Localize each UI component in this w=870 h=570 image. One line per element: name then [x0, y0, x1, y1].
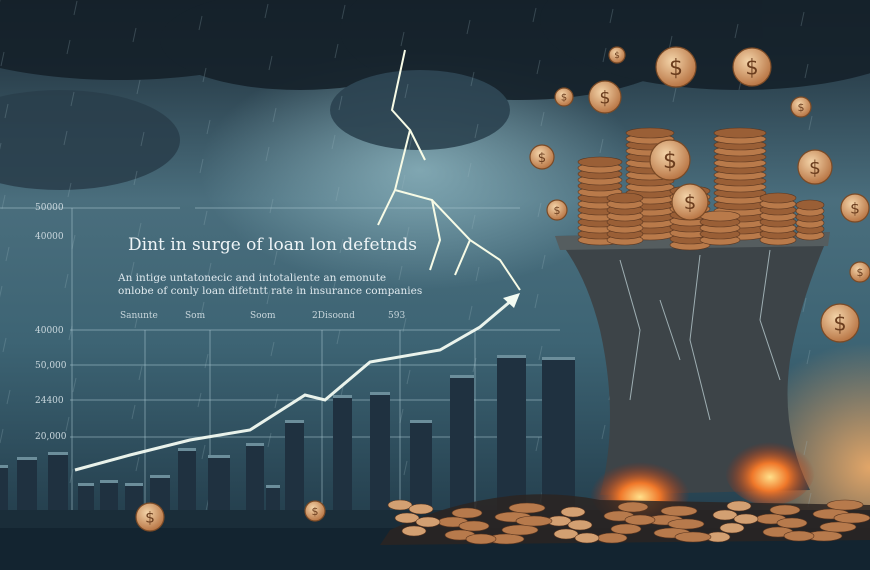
y-tick: 50000: [35, 203, 64, 213]
coin: $: [304, 500, 326, 522]
y-tick: 40000: [35, 232, 64, 242]
coin: $: [797, 149, 833, 185]
svg-text:$: $: [833, 312, 846, 336]
lightning-bolt: [377, 49, 521, 291]
x-label: 593: [388, 311, 406, 321]
crumbling-tower: [555, 232, 830, 495]
x-label: Soom: [250, 311, 276, 321]
svg-text:$: $: [850, 200, 860, 218]
svg-text:$: $: [554, 204, 561, 217]
x-label: Sanunte: [120, 311, 158, 321]
coin: $: [135, 502, 165, 532]
svg-text:$: $: [599, 88, 610, 108]
coin: $: [790, 96, 812, 118]
svg-text:$: $: [798, 101, 805, 114]
coin: $: [649, 139, 691, 181]
y-tick: 24400: [35, 396, 64, 406]
bar: [266, 485, 280, 512]
bar: [370, 392, 390, 512]
coin: $: [732, 47, 772, 87]
coin: $: [608, 46, 626, 64]
coin: $: [554, 87, 574, 107]
bar: [450, 375, 474, 512]
bar: [497, 355, 526, 512]
svg-text:$: $: [857, 266, 864, 279]
bar: [48, 452, 68, 512]
storm-clouds: [0, 0, 870, 190]
trend-arrowhead: [503, 293, 520, 308]
coin: $: [655, 46, 697, 88]
svg-text:$: $: [745, 56, 758, 80]
bar: [0, 465, 8, 512]
x-label: 2Disoond: [312, 311, 355, 321]
coin: $: [671, 183, 709, 221]
svg-text:$: $: [312, 505, 319, 518]
svg-text:$: $: [684, 191, 697, 214]
bar: [285, 420, 304, 512]
chart-subtitle-line1: An intige untatonecic and intotaliente a…: [118, 272, 387, 284]
svg-text:$: $: [614, 51, 620, 61]
bar: [125, 483, 143, 512]
y-tick: 50,000: [35, 361, 67, 371]
svg-text:$: $: [663, 149, 677, 174]
y-tick: 20,000: [35, 432, 67, 442]
bar: [100, 480, 118, 512]
bar-series: [0, 355, 575, 512]
bar: [542, 357, 575, 512]
bar: [178, 448, 196, 512]
coin: $: [546, 199, 568, 221]
bar: [78, 483, 94, 512]
chart-title: Dint in surge of loan lon defetnds: [128, 235, 417, 255]
svg-text:$: $: [561, 93, 567, 104]
bar: [410, 420, 432, 512]
svg-text:$: $: [145, 509, 155, 527]
bar: [150, 475, 170, 512]
coin: $: [529, 144, 555, 170]
coin-pile: $ $ $ $ $ $ $ $ $ $ $ $ $ $ $ $: [135, 46, 870, 532]
bar: [17, 457, 37, 512]
fire: [725, 435, 815, 505]
svg-text:$: $: [809, 158, 821, 179]
svg-text:$: $: [538, 151, 546, 166]
bar: [208, 455, 230, 512]
bar: [333, 395, 352, 512]
x-label: Som: [185, 311, 206, 321]
y-tick: 40000: [35, 326, 64, 336]
bar: [246, 443, 264, 512]
svg-text:$: $: [669, 56, 683, 81]
coin: $: [820, 303, 860, 343]
coin: $: [849, 261, 870, 283]
chart-subtitle-line2: onlobe of conly loan difetntt rate in in…: [118, 285, 423, 297]
coin: $: [588, 80, 622, 114]
coin: $: [840, 193, 870, 223]
trend-line: [74, 298, 513, 472]
